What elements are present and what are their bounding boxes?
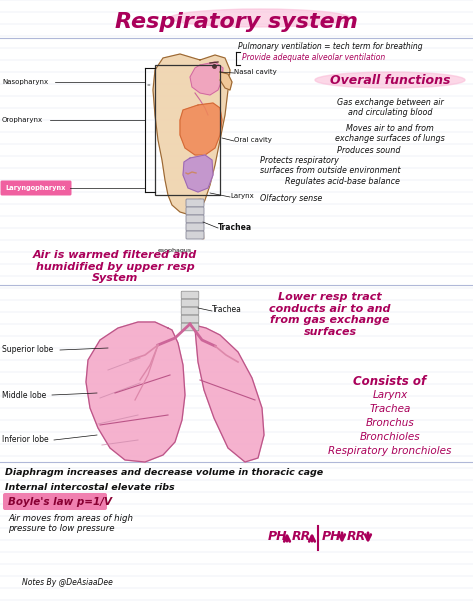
Text: Regulates acid-base balance: Regulates acid-base balance [285, 177, 400, 186]
Text: Larynx: Larynx [230, 193, 254, 199]
Text: RR: RR [292, 530, 311, 543]
Polygon shape [180, 103, 222, 155]
Text: PH: PH [268, 530, 288, 543]
Text: Bronchioles: Bronchioles [359, 432, 420, 442]
Text: Pulmonary ventilation = tech term for breathing: Pulmonary ventilation = tech term for br… [238, 42, 422, 51]
Text: Inferior lobe: Inferior lobe [2, 436, 49, 444]
FancyBboxPatch shape [181, 291, 199, 299]
FancyBboxPatch shape [181, 307, 199, 315]
Polygon shape [183, 155, 213, 192]
Text: Oropharynx: Oropharynx [2, 117, 43, 123]
Text: Trachea: Trachea [212, 306, 242, 315]
Text: Air is warmed filtered and
humidified by upper resp
System: Air is warmed filtered and humidified by… [33, 250, 197, 284]
Polygon shape [195, 326, 264, 462]
Text: Middle lobe: Middle lobe [2, 390, 46, 400]
Text: Moves air to and from
exchange surfaces of lungs: Moves air to and from exchange surfaces … [335, 124, 445, 144]
FancyBboxPatch shape [181, 323, 199, 331]
Text: Lower resp tract
conducts air to and
from gas exchange
surfaces: Lower resp tract conducts air to and fro… [269, 292, 391, 337]
Ellipse shape [170, 9, 350, 27]
Text: Superior lobe: Superior lobe [2, 345, 53, 354]
Ellipse shape [315, 72, 465, 88]
Text: Respiratory bronchioles: Respiratory bronchioles [328, 446, 452, 456]
FancyBboxPatch shape [0, 180, 71, 196]
FancyBboxPatch shape [3, 493, 107, 510]
Text: Gas exchange between air
and circulating blood: Gas exchange between air and circulating… [337, 98, 443, 117]
Text: PH: PH [322, 530, 342, 543]
Text: Nasopharynx: Nasopharynx [2, 79, 48, 85]
Text: Protects respiratory
surfaces from outside environment: Protects respiratory surfaces from outsi… [260, 156, 401, 175]
Polygon shape [86, 322, 185, 462]
Text: Trachea: Trachea [218, 224, 252, 233]
Text: RR: RR [347, 530, 366, 543]
Polygon shape [190, 62, 223, 95]
Text: Overall functions: Overall functions [330, 73, 450, 87]
Text: Larynx: Larynx [372, 390, 408, 400]
FancyBboxPatch shape [181, 299, 199, 307]
Text: Nasal cavity: Nasal cavity [234, 69, 277, 75]
Text: Provide adequate alveolar ventilation: Provide adequate alveolar ventilation [242, 54, 385, 62]
FancyBboxPatch shape [186, 207, 204, 215]
FancyBboxPatch shape [186, 231, 204, 239]
Text: esophagus: esophagus [158, 248, 192, 253]
Text: Trachea: Trachea [369, 404, 411, 414]
Polygon shape [220, 72, 232, 90]
Text: Air moves from areas of high
pressure to low pressure: Air moves from areas of high pressure to… [8, 514, 133, 533]
Text: Oral cavity: Oral cavity [234, 137, 272, 143]
Text: Bronchus: Bronchus [366, 418, 414, 428]
Text: Boyle's law p=1/V: Boyle's law p=1/V [8, 497, 112, 507]
Text: Diaphragm increases and decrease volume in thoracic cage: Diaphragm increases and decrease volume … [5, 468, 323, 477]
Text: Notes By @DeAsiaaDee: Notes By @DeAsiaaDee [22, 578, 113, 587]
Text: Laryngopharynx: Laryngopharynx [5, 185, 65, 191]
FancyBboxPatch shape [181, 315, 199, 323]
Text: Respiratory system: Respiratory system [114, 12, 358, 32]
FancyBboxPatch shape [186, 215, 204, 223]
FancyBboxPatch shape [186, 223, 204, 231]
Polygon shape [153, 54, 230, 215]
Text: Olfactory sense: Olfactory sense [260, 194, 322, 203]
Text: Internal intercostal elevate ribs: Internal intercostal elevate ribs [5, 483, 175, 492]
Text: Consists of: Consists of [353, 375, 427, 388]
FancyBboxPatch shape [186, 199, 204, 207]
Text: Produces sound: Produces sound [336, 146, 400, 155]
